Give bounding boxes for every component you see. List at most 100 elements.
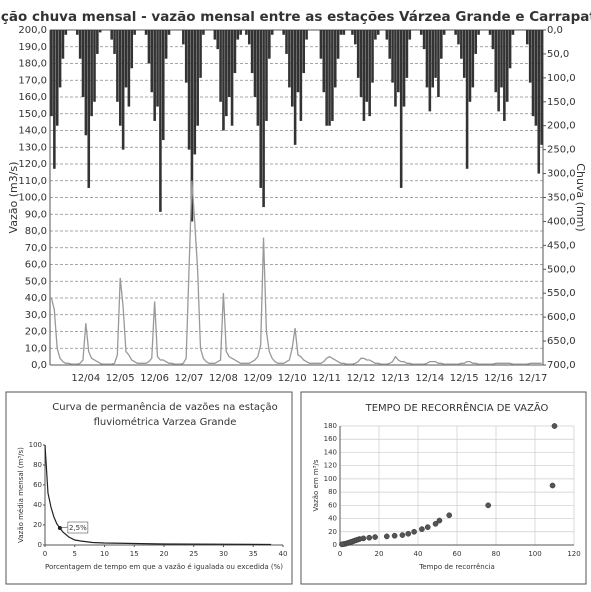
y2-tick-label: 450,0 <box>547 240 576 251</box>
y2-tick-label: 400,0 <box>547 216 576 227</box>
bar <box>75 30 79 35</box>
bar <box>190 30 194 222</box>
x-tick-label: 12/11 <box>312 373 341 384</box>
y-tick-label: 150,0 <box>18 109 47 120</box>
bar <box>239 30 242 35</box>
y2-tick-label: 650,0 <box>547 336 576 347</box>
bar <box>90 30 93 117</box>
y-axis-label: Vazão (m3/s) <box>7 162 20 234</box>
bar <box>356 30 360 78</box>
x-tick-label: 12/13 <box>381 373 410 384</box>
x-tick-label: 0 <box>338 550 342 558</box>
bar <box>202 30 205 35</box>
point <box>436 517 443 524</box>
bar <box>336 30 340 59</box>
bar <box>528 30 532 83</box>
duration-curve <box>44 444 272 546</box>
bar <box>391 30 394 83</box>
bar <box>184 30 188 83</box>
y-tick-label: 60 <box>328 501 337 509</box>
bar <box>434 30 437 78</box>
bar <box>408 30 412 40</box>
bar <box>193 30 197 155</box>
bar <box>362 30 366 121</box>
y2-tick-label: 350,0 <box>547 193 576 204</box>
bar <box>156 30 159 107</box>
x-tick-label: 5 <box>73 550 77 558</box>
bar <box>460 30 463 59</box>
y2-tick-label: 500,0 <box>547 264 576 275</box>
bar <box>500 30 503 88</box>
bar <box>113 30 116 54</box>
x-tick-label: 12/17 <box>519 373 548 384</box>
bar <box>488 30 492 35</box>
x-axis-label: Tempo de recorrência <box>418 563 495 571</box>
bar <box>359 30 363 97</box>
bar <box>225 30 228 117</box>
bar <box>397 30 400 93</box>
y-tick-label: 180 <box>324 422 337 430</box>
chart-title: Relação chuva mensal - vazão mensal entr… <box>0 9 591 25</box>
point <box>549 482 556 489</box>
bar <box>428 30 432 112</box>
bar <box>503 30 506 121</box>
bar <box>468 30 472 102</box>
bar <box>526 30 529 45</box>
bar <box>477 30 480 35</box>
bar <box>293 30 297 145</box>
bar <box>454 30 457 35</box>
bar <box>265 30 268 121</box>
bar <box>159 30 162 212</box>
bar <box>78 30 82 59</box>
bar <box>531 30 535 117</box>
point <box>339 541 345 548</box>
y-tick-label: 120,0 <box>18 159 47 170</box>
bar <box>385 30 389 40</box>
bar <box>187 30 191 150</box>
x-tick-label: 60 <box>453 550 462 558</box>
bar <box>457 30 460 45</box>
bar <box>87 30 91 188</box>
bar <box>219 30 222 102</box>
bar <box>319 30 323 59</box>
bar <box>365 30 369 102</box>
chart-title: TEMPO DE RECORRÊNCIA DE VAZÃO <box>365 401 549 414</box>
y2-tick-label: 50,0 <box>547 49 569 60</box>
bar <box>96 30 99 54</box>
bar <box>371 30 374 83</box>
bar <box>339 30 343 35</box>
bar <box>61 30 65 59</box>
bar <box>247 30 251 45</box>
point <box>383 533 390 540</box>
y-tick-label: 170,0 <box>18 75 47 86</box>
bar <box>402 30 406 107</box>
x-tick-label: 12/08 <box>209 373 238 384</box>
bar <box>118 30 122 126</box>
point <box>432 520 439 527</box>
y-tick-label: 60 <box>33 481 42 489</box>
y-tick-label: 130,0 <box>18 142 47 153</box>
bar <box>399 30 403 188</box>
point <box>485 502 492 509</box>
x-tick-label: 30 <box>219 550 228 558</box>
bar <box>167 30 171 35</box>
bar <box>53 30 56 169</box>
y2-tick-label: 600,0 <box>547 312 576 323</box>
x-tick-label: 25 <box>189 550 198 558</box>
bar <box>270 30 274 35</box>
bar <box>422 30 426 50</box>
bar <box>322 30 326 93</box>
bar <box>296 30 300 93</box>
y-tick-label: 180,0 <box>18 59 47 70</box>
bar <box>351 30 354 35</box>
bar <box>374 30 377 40</box>
bar <box>121 30 125 150</box>
x-tick-label: 12/16 <box>484 373 513 384</box>
y2-tick-label: 200,0 <box>547 121 576 132</box>
y-tick-label: 80 <box>33 461 42 469</box>
bar <box>534 30 538 126</box>
bar <box>144 30 148 35</box>
y-tick-label: 140 <box>324 448 337 456</box>
bar <box>98 30 102 33</box>
bar <box>328 30 331 126</box>
